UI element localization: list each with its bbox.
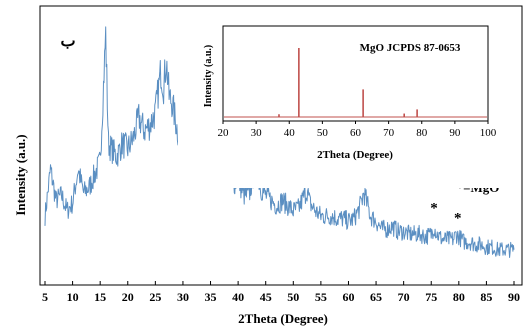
main-x-tick-label: 80 bbox=[453, 290, 465, 304]
main-x-tick-label: 15 bbox=[94, 290, 106, 304]
main-plot-frame bbox=[39, 5, 523, 286]
main-x-axis-label: 2Theta (Degree) bbox=[238, 311, 328, 326]
inset-x-axis-ticks bbox=[222, 121, 489, 124]
main-x-tick-label: 60 bbox=[342, 290, 354, 304]
inset-x-tick-label: 60 bbox=[350, 127, 362, 139]
inset-background bbox=[178, 18, 510, 188]
mgo-peak-marker: * bbox=[430, 200, 438, 216]
inset-x-tick-label: 40 bbox=[284, 127, 296, 139]
inset-x-tick-label: 50 bbox=[317, 127, 329, 139]
inset-title: MgO JCPDS 87-0653 bbox=[360, 42, 461, 54]
main-x-tick-label: 45 bbox=[260, 290, 272, 304]
inset-x-tick-label: 70 bbox=[383, 127, 395, 139]
inset-x-tick-label: 80 bbox=[416, 127, 428, 139]
main-x-tick-label: 25 bbox=[149, 290, 161, 304]
inset-x-tick-label: 30 bbox=[251, 127, 263, 139]
inset-x-tick-label: 100 bbox=[480, 127, 497, 139]
inset-x-tick-label: 20 bbox=[218, 127, 230, 139]
inset-x-axis-label: 2Theta (Degree) bbox=[317, 149, 393, 161]
main-x-tick-label: 30 bbox=[177, 290, 189, 304]
main-x-tick-label: 75 bbox=[425, 290, 437, 304]
main-x-tick-label: 70 bbox=[398, 290, 410, 304]
panel-label: ب bbox=[60, 33, 75, 50]
main-x-tick-label: 50 bbox=[287, 290, 299, 304]
main-diffraction-line bbox=[44, 26, 515, 258]
main-x-tick-label: 85 bbox=[480, 290, 492, 304]
main-x-tick-label: 65 bbox=[370, 290, 382, 304]
main-x-tick-label: 90 bbox=[508, 290, 520, 304]
inset-y-axis-label: Intensity (a.u.) bbox=[203, 45, 214, 108]
main-x-tick-label: 20 bbox=[122, 290, 134, 304]
main-y-axis-label: Intensity (a.u.) bbox=[13, 134, 28, 215]
inset-x-tick-label: 90 bbox=[449, 127, 461, 139]
main-x-axis-ticks bbox=[44, 281, 515, 285]
main-x-tick-label: 40 bbox=[232, 290, 244, 304]
inset-reference-peaks bbox=[224, 48, 487, 118]
main-x-tick-label: 10 bbox=[67, 290, 79, 304]
main-x-tick-label: 35 bbox=[205, 290, 217, 304]
main-x-tick-labels: 5 10 15 20 25 30 35 40 45 50 55 60 65 70 75 80 85 90 bbox=[42, 290, 520, 304]
main-x-tick-label: 55 bbox=[315, 290, 327, 304]
mgo-peak-marker: * bbox=[454, 211, 462, 227]
inset-x-tick-labels: 20 30 40 50 60 70 80 90 100 bbox=[218, 127, 497, 139]
main-x-tick-label: 5 bbox=[42, 290, 48, 304]
